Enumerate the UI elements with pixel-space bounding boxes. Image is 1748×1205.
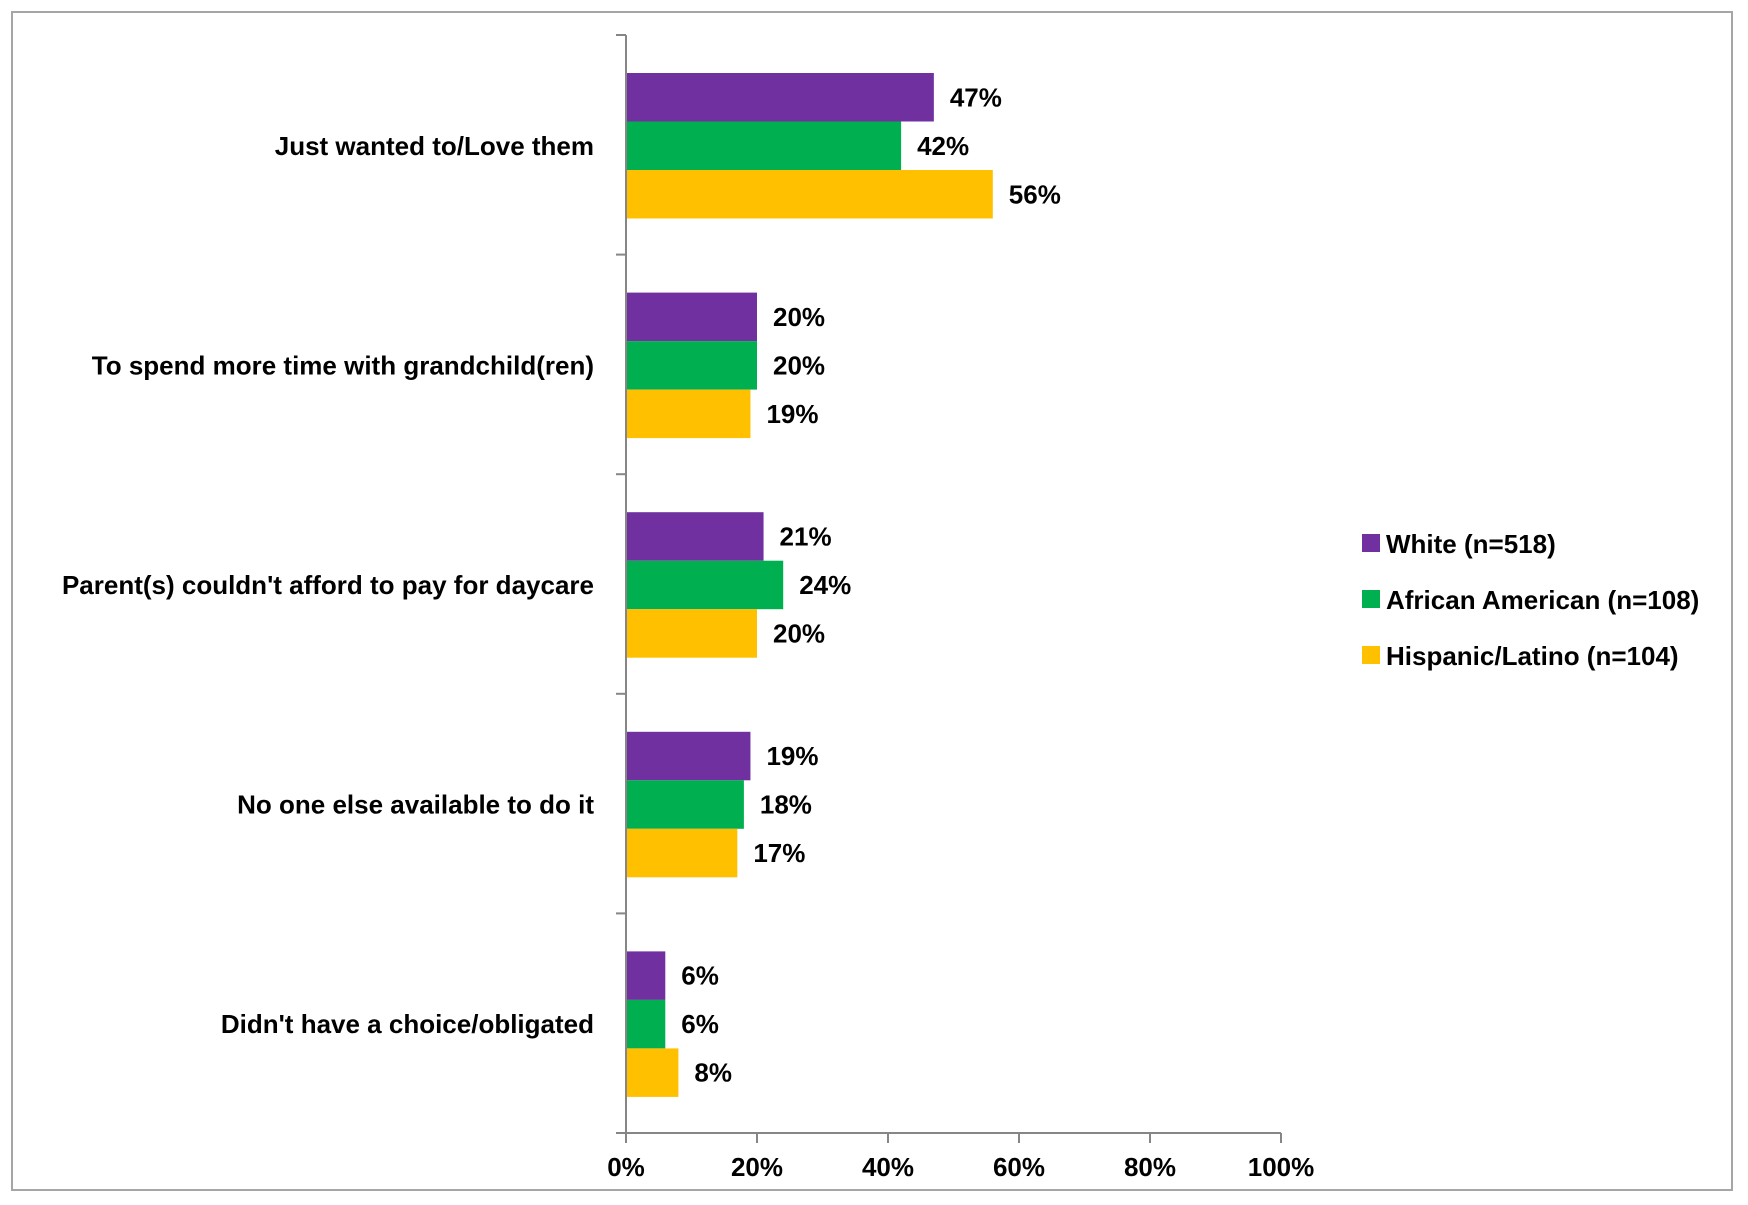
value-label-2-2: 20% <box>773 350 825 380</box>
legend-swatch-1 <box>1362 534 1380 552</box>
legend-swatch-3 <box>1362 646 1380 664</box>
legend-label-1: White (n=518) <box>1386 529 1556 559</box>
value-label-1-5: 6% <box>681 961 719 991</box>
category-label-1: Just wanted to/Love them <box>275 131 594 161</box>
legend-label-3: Hispanic/Latino (n=104) <box>1386 641 1679 671</box>
category-label-5: Didn't have a choice/obligated <box>221 1009 594 1039</box>
bar-1-3 <box>626 512 764 561</box>
bar-2-2 <box>626 341 757 390</box>
tick-label-4: 80% <box>1124 1152 1176 1182</box>
tick-label-1: 20% <box>731 1152 783 1182</box>
category-label-4: No one else available to do it <box>237 790 594 820</box>
category-labels-group: Just wanted to/Love them To spend more ti… <box>62 131 594 1039</box>
tick-label-0: 0% <box>607 1152 645 1182</box>
value-label-2-3: 24% <box>799 570 851 600</box>
legend: White (n=518) African American (n=108) His… <box>1362 529 1699 671</box>
value-label-2-5: 6% <box>681 1009 719 1039</box>
bar-1-4 <box>626 732 750 781</box>
bar-2-1 <box>626 122 901 171</box>
value-label-2-1: 42% <box>917 131 969 161</box>
value-label-1-1: 47% <box>950 82 1002 112</box>
legend-swatch-2 <box>1362 590 1380 608</box>
category-label-3: Parent(s) couldn't afford to pay for day… <box>62 570 594 600</box>
value-label-3-2: 19% <box>766 399 818 429</box>
tick-label-2: 40% <box>862 1152 914 1182</box>
value-label-3-3: 20% <box>773 618 825 648</box>
value-label-3-1: 56% <box>1009 179 1061 209</box>
legend-label-2: African American (n=108) <box>1386 585 1699 615</box>
value-label-1-2: 20% <box>773 302 825 332</box>
tick-label-3: 60% <box>993 1152 1045 1182</box>
bar-3-2 <box>626 390 750 439</box>
value-label-1-4: 19% <box>766 741 818 771</box>
bar-3-5 <box>626 1048 678 1097</box>
bar-3-1 <box>626 170 993 219</box>
category-label-2: To spend more time with grandchild(ren) <box>92 350 594 380</box>
value-label-1-3: 21% <box>780 521 832 551</box>
bar-2-5 <box>626 1000 665 1049</box>
bar-1-1 <box>626 73 934 122</box>
value-label-2-4: 18% <box>760 790 812 820</box>
bar-2-3 <box>626 561 783 610</box>
value-label-3-4: 17% <box>753 838 805 868</box>
tick-label-5: 100% <box>1248 1152 1315 1182</box>
bar-1-2 <box>626 293 757 342</box>
value-label-3-5: 8% <box>694 1058 732 1088</box>
bar-2-4 <box>626 780 744 829</box>
bar-1-5 <box>626 951 665 1000</box>
bar-3-3 <box>626 609 757 658</box>
bar-3-4 <box>626 829 737 878</box>
